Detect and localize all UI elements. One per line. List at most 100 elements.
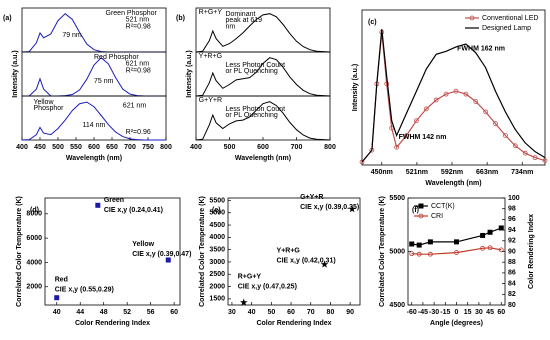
plot-frame (361, 9, 546, 166)
y-tick-label: 4500 (389, 302, 405, 309)
marker (359, 159, 365, 165)
y-axis-label: Intensity (a.u.) (352, 64, 359, 111)
marker (404, 133, 409, 138)
x-tick-label: 700 (124, 144, 136, 151)
legend-marker (469, 15, 475, 21)
point-label: CIE x,y (0.55,0.29) (55, 287, 114, 294)
x-tick-label: 800 (324, 144, 336, 151)
annotation: 114 nm (82, 122, 105, 129)
marker (423, 106, 429, 112)
marker (480, 245, 486, 251)
marker (348, 205, 356, 213)
x-axis-label: Wavelength (nm) (235, 155, 291, 162)
annotation: Phosphor (34, 105, 65, 112)
x-tick-label: 45 (486, 309, 494, 316)
annotation: R+G+Y (199, 9, 223, 16)
marker (414, 118, 419, 124)
annotation: Y+R+G (199, 53, 222, 60)
annotation: Dominant (225, 11, 255, 18)
series-line (411, 247, 502, 255)
y-axis-label: Color Rendering Index (528, 214, 535, 289)
marker (394, 144, 400, 150)
x-tick-label: 56 (147, 309, 155, 316)
marker (240, 298, 248, 306)
x-tick-label: 650 (106, 144, 118, 151)
marker (498, 225, 504, 231)
x-tick-label: 400 (190, 144, 202, 151)
x-tick-label: -60 (407, 309, 417, 316)
annotation: R²=0.98 (126, 23, 151, 30)
annotation: R²=0.96 (126, 129, 151, 136)
x-tick-label: 70 (307, 309, 315, 316)
panel-label: (d) (30, 207, 39, 214)
panel-label: (f) (412, 207, 419, 214)
x-tick-label: 40 (53, 309, 61, 316)
y-tick-label: 86 (508, 270, 516, 277)
x-axis-label: Color Rendering Index (75, 320, 150, 327)
y-tick-label: 4000 (209, 234, 225, 241)
annotation: Red Phosphor (94, 54, 139, 61)
annotation: 521 nm (126, 16, 150, 23)
marker (493, 121, 498, 127)
annotation: 621 nm (123, 103, 147, 110)
series-line (361, 29, 546, 163)
y-tick-label: 2500 (209, 271, 225, 278)
x-tick-label: 450 (34, 144, 46, 151)
point-label: Y+R+G (277, 247, 301, 254)
x-tick-label: 521nm (406, 169, 428, 176)
marker (427, 251, 433, 257)
y-tick-label: 100 (508, 195, 520, 202)
x-tick-label: 734nm (511, 169, 533, 176)
x-tick-label: 450nm (371, 169, 393, 176)
annotation: peak at 619 (225, 17, 262, 24)
x-tick-label: -15 (440, 309, 450, 316)
marker (433, 97, 439, 103)
x-tick-label: 400 (16, 144, 28, 151)
annotation: FWHM 142 nm (399, 134, 447, 141)
legend-marker (418, 203, 424, 209)
y-tick-label: 90 (508, 248, 516, 255)
point-label: G+Y+R (300, 194, 323, 201)
annotation: R²=0.98 (126, 67, 151, 74)
plot-frame (407, 197, 506, 306)
marker (453, 88, 459, 94)
point-label: Red (55, 277, 68, 284)
marker (454, 250, 459, 255)
marker (487, 229, 493, 235)
x-tick-label: 592nm (441, 169, 463, 176)
y-tick-label: 8000 (26, 211, 42, 218)
point-label: CIE x,y (0.24,0.41) (104, 207, 163, 214)
x-tick-label: 90 (346, 309, 354, 316)
point-label: CIE x,y (0.42,0.31) (277, 257, 336, 264)
annotation: or PL Quenching (225, 68, 277, 75)
x-axis-label: Wavelength (nm) (66, 155, 122, 162)
point-label: CIE x,y (0.39,0.47) (132, 251, 191, 258)
marker (542, 158, 548, 163)
x-tick-label: 500 (52, 144, 64, 151)
annotation: nm (225, 23, 235, 30)
x-tick-label: 60 (287, 309, 295, 316)
marker (320, 260, 329, 268)
x-axis-label: Wavelength (nm) (425, 180, 481, 187)
point-label: Green (104, 197, 124, 204)
y-tick-label: 88 (508, 259, 516, 266)
marker (487, 245, 493, 251)
y-tick-label: 98 (508, 206, 516, 213)
annotation: Green Phosphor (106, 10, 158, 17)
marker (409, 241, 415, 247)
x-tick-label: 60 (497, 309, 505, 316)
x-tick-label: 700 (291, 144, 303, 151)
x-tick-label: 30 (475, 309, 483, 316)
annotation: Less Photon Count (225, 62, 285, 69)
marker (443, 91, 449, 97)
marker (522, 150, 528, 156)
point-label: R+G+Y (238, 273, 262, 280)
legend-marker (418, 213, 424, 219)
y-tick-label: 3500 (209, 246, 225, 253)
spectrum (195, 101, 331, 141)
y-tick-label: 6000 (26, 235, 42, 242)
y-tick-label: 5500 (389, 195, 405, 202)
x-tick-label: 663nm (476, 169, 498, 176)
marker (473, 99, 479, 104)
annotation: G+Y+R (199, 97, 222, 104)
